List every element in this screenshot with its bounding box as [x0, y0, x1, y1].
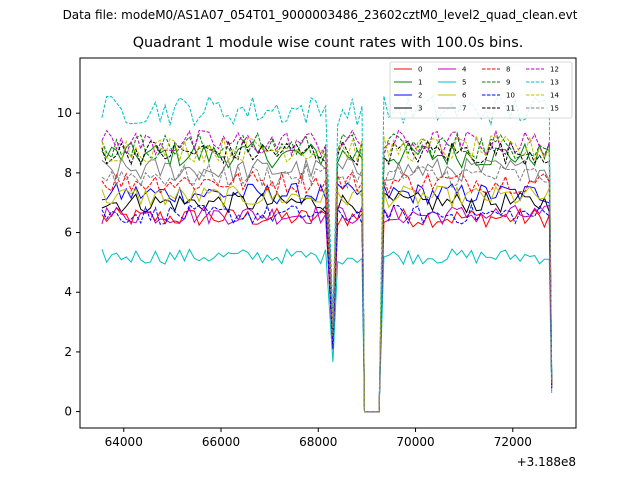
- y-tick-label: 6: [64, 226, 72, 240]
- legend-label-14: 14: [550, 92, 559, 100]
- y-tick-label: 2: [64, 345, 72, 359]
- series-line-8: [101, 170, 553, 413]
- legend-label-3: 3: [418, 105, 422, 113]
- x-tick-label: 66000: [202, 435, 240, 449]
- chart-title: Quadrant 1 module wise count rates with …: [132, 35, 524, 51]
- legend-label-4: 4: [462, 66, 467, 74]
- series-line-14: [101, 135, 553, 413]
- legend-label-1: 1: [418, 79, 422, 87]
- x-tick-label: 68000: [299, 435, 337, 449]
- series-line-13: [101, 95, 553, 413]
- axes-frame: [79, 57, 577, 429]
- data-file-label: Data file: modeM0/AS1A07_054T01_90000034…: [62, 8, 578, 22]
- series-line-5: [101, 248, 553, 413]
- legend-label-11: 11: [506, 105, 515, 113]
- legend-label-9: 9: [506, 79, 510, 87]
- y-tick-label: 4: [64, 285, 72, 299]
- legend-label-5: 5: [462, 79, 466, 87]
- legend-label-6: 6: [462, 92, 467, 100]
- legend-label-7: 7: [462, 105, 466, 113]
- y-tick-label: 10: [57, 106, 72, 120]
- series-line-3: [101, 190, 553, 413]
- series-line-6: [101, 185, 553, 413]
- legend-label-8: 8: [506, 66, 510, 74]
- series-line-9: [101, 131, 553, 413]
- legend-label-13: 13: [550, 79, 559, 87]
- legend-label-15: 15: [550, 105, 559, 113]
- x-offset-label: +3.188e8: [517, 455, 576, 469]
- x-tick-label: 72000: [494, 435, 532, 449]
- y-tick-label: 0: [64, 405, 72, 419]
- legend-label-12: 12: [550, 66, 559, 74]
- y-tick-label: 8: [64, 166, 72, 180]
- legend-label-2: 2: [418, 92, 422, 100]
- legend-box: [389, 61, 573, 119]
- legend-label-10: 10: [506, 92, 515, 100]
- x-tick-label: 70000: [396, 435, 434, 449]
- x-tick-label: 64000: [105, 435, 143, 449]
- series-line-15: [101, 162, 553, 413]
- series-line-10: [101, 203, 553, 413]
- series-line-11: [101, 138, 553, 413]
- series-line-2: [101, 182, 553, 413]
- legend-label-0: 0: [418, 66, 422, 74]
